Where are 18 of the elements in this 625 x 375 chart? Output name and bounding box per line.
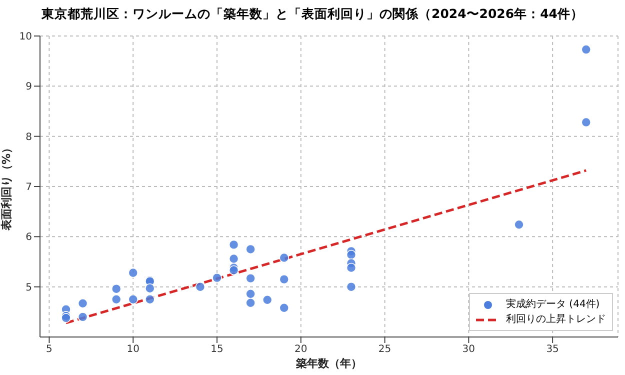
x-tick-label: 25	[378, 344, 392, 356]
x-tick-label: 30	[462, 344, 476, 356]
y-axis-title: 表面利回り（%）	[0, 142, 13, 232]
y-tick-label: 9	[26, 82, 32, 93]
legend-label: 実成約データ (44件)	[506, 298, 600, 312]
x-tick-label: 5	[46, 344, 52, 356]
y-tick-label: 6	[26, 232, 32, 244]
y-tick-label: 7	[26, 182, 32, 194]
x-axis-title: 築年数（年）	[295, 357, 362, 370]
x-tick-label: 15	[210, 344, 224, 356]
x-tick-label: 35	[546, 344, 559, 356]
legend-label: 利回りの上昇トレンド	[506, 312, 606, 327]
y-tick-label: 10	[19, 32, 32, 43]
x-tick-label: 10	[126, 344, 140, 356]
y-tick-label: 5	[26, 282, 32, 294]
y-tick-label: 8	[26, 132, 32, 143]
x-tick-label: 20	[294, 344, 308, 356]
chart-title: 東京都荒川区：ワンルームの「築年数」と「表面利回り」の関係（2024〜2026年：44件）	[40, 6, 584, 23]
